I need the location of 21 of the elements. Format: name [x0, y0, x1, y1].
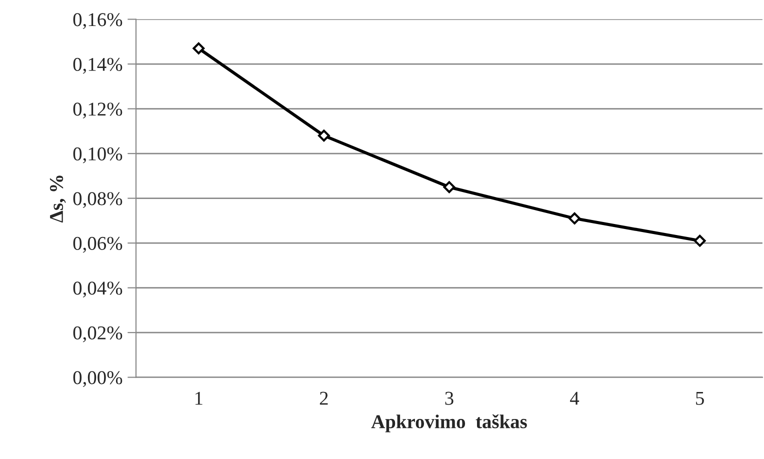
- y-tick-label: 0,00%: [73, 371, 122, 388]
- x-axis-title: Apkrovimo taškas: [371, 414, 527, 432]
- x-tick-label: 5: [696, 392, 704, 405]
- y-tick-label: 0,16%: [73, 13, 122, 30]
- x-tick-label: 3: [445, 392, 454, 405]
- x-tick-label: 1: [195, 392, 202, 405]
- x-tick-label: 4: [570, 392, 580, 405]
- y-tick-label: 0,02%: [73, 326, 122, 342]
- x-tick-label: 2: [320, 392, 328, 405]
- point: [694, 234, 706, 247]
- point: [568, 212, 580, 224]
- y-tick-label: 0,08%: [73, 192, 122, 208]
- y-tick-label: 0,12%: [73, 102, 122, 119]
- y-tick-label: 0,06%: [73, 236, 122, 253]
- point: [192, 42, 205, 54]
- point: [318, 130, 330, 142]
- y-tick-label: 0,04%: [73, 282, 122, 298]
- y-tick-label: 0,10%: [73, 147, 122, 164]
- y-axis-title: Δs, %: [50, 176, 66, 222]
- point: [443, 181, 456, 194]
- y-tick-label: 0,14%: [73, 58, 122, 74]
